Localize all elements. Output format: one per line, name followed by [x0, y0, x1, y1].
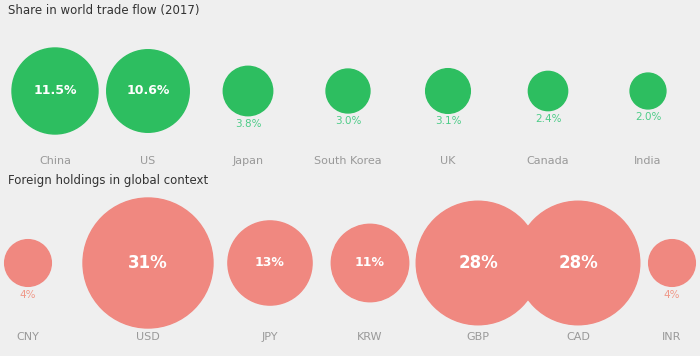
- Text: GBP: GBP: [466, 332, 489, 342]
- Circle shape: [630, 73, 666, 109]
- Text: Japan: Japan: [232, 156, 264, 166]
- Circle shape: [528, 71, 568, 111]
- Text: CNY: CNY: [17, 332, 39, 342]
- Circle shape: [83, 198, 213, 328]
- Text: 4%: 4%: [20, 290, 36, 300]
- Text: 11%: 11%: [355, 257, 385, 269]
- Text: INR: INR: [662, 332, 682, 342]
- Text: Canada: Canada: [526, 156, 569, 166]
- Text: 4%: 4%: [664, 290, 680, 300]
- Circle shape: [416, 201, 540, 325]
- Text: USD: USD: [136, 332, 160, 342]
- Circle shape: [326, 69, 370, 113]
- Text: 11.5%: 11.5%: [34, 84, 77, 98]
- Text: 3.8%: 3.8%: [234, 119, 261, 129]
- Text: US: US: [141, 156, 155, 166]
- Text: 28%: 28%: [558, 254, 598, 272]
- Circle shape: [106, 50, 189, 132]
- Text: 31%: 31%: [128, 254, 168, 272]
- Text: South Korea: South Korea: [314, 156, 382, 166]
- Text: India: India: [634, 156, 662, 166]
- Text: CAD: CAD: [566, 332, 590, 342]
- Text: Foreign holdings in global context: Foreign holdings in global context: [8, 174, 209, 187]
- Circle shape: [331, 224, 409, 302]
- Text: 2.4%: 2.4%: [535, 114, 561, 124]
- Text: KRW: KRW: [357, 332, 383, 342]
- Circle shape: [223, 66, 273, 116]
- Circle shape: [228, 221, 312, 305]
- Text: JPY: JPY: [262, 332, 279, 342]
- Circle shape: [516, 201, 640, 325]
- Text: 3.0%: 3.0%: [335, 116, 361, 126]
- Text: 13%: 13%: [255, 257, 285, 269]
- Circle shape: [12, 48, 98, 134]
- Text: 2.0%: 2.0%: [635, 112, 661, 122]
- Circle shape: [426, 69, 470, 113]
- Text: 28%: 28%: [458, 254, 498, 272]
- Text: Share in world trade flow (2017): Share in world trade flow (2017): [8, 4, 199, 17]
- Text: UK: UK: [440, 156, 456, 166]
- Text: 10.6%: 10.6%: [126, 84, 169, 98]
- Text: 3.1%: 3.1%: [435, 116, 461, 126]
- Circle shape: [649, 240, 695, 286]
- Text: China: China: [39, 156, 71, 166]
- Circle shape: [5, 240, 51, 286]
